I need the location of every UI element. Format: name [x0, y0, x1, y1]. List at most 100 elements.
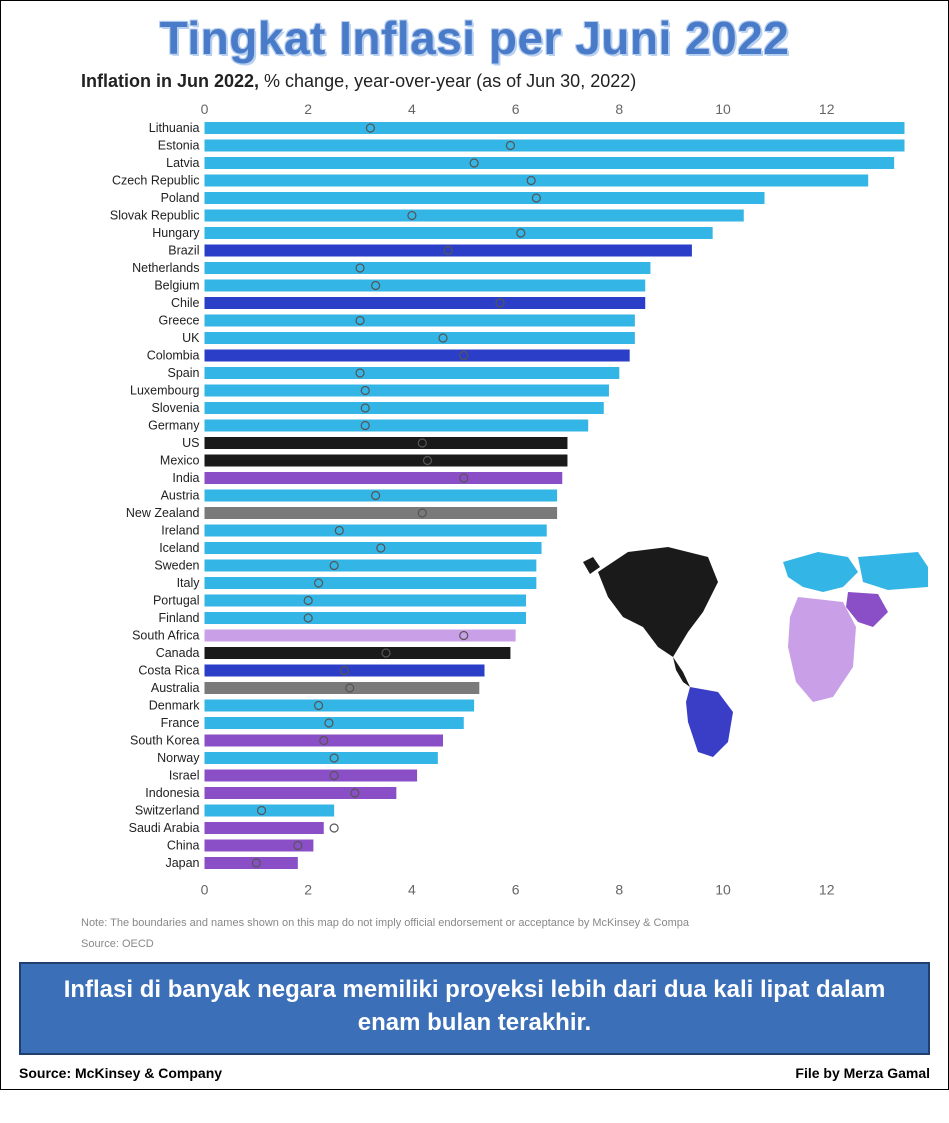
country-label: Netherlands [132, 261, 199, 275]
country-label: Saudi Arabia [129, 821, 200, 835]
bar [205, 490, 558, 502]
country-label: Costa Rica [138, 664, 199, 678]
bar [205, 682, 480, 694]
country-label: South Africa [132, 629, 199, 643]
bar [205, 577, 537, 589]
axis-tick-bottom: 8 [615, 882, 623, 898]
country-label: New Zealand [126, 506, 200, 520]
axis-tick-bottom: 2 [304, 882, 312, 898]
bar [205, 437, 568, 449]
bar [205, 647, 511, 659]
axis-tick-bottom: 12 [819, 882, 835, 898]
bar [205, 402, 604, 414]
chart-source: Source: OECD [81, 937, 918, 952]
summary-banner: Inflasi di banyak negara memiliki proyek… [19, 962, 930, 1055]
country-label: Estonia [158, 139, 200, 153]
bar [205, 140, 905, 152]
country-label: France [161, 716, 200, 730]
bar [205, 157, 895, 169]
bar [205, 350, 630, 362]
country-label: Chile [171, 296, 200, 310]
bar [205, 420, 589, 432]
country-label: Mexico [160, 454, 200, 468]
axis-tick-top: 8 [615, 101, 623, 117]
axis-tick-top: 0 [201, 101, 209, 117]
bar [205, 315, 635, 327]
bar [205, 472, 563, 484]
bar [205, 805, 335, 817]
bar [205, 122, 905, 134]
bar [205, 612, 526, 624]
bar [205, 507, 558, 519]
marker-circle [330, 824, 338, 832]
bar [205, 210, 744, 222]
country-label: Israel [169, 769, 200, 783]
country-label: Hungary [152, 226, 200, 240]
bar [205, 262, 651, 274]
axis-tick-bottom: 4 [408, 882, 416, 898]
bar [205, 367, 620, 379]
country-label: Slovenia [152, 401, 200, 415]
country-label: Switzerland [135, 804, 200, 818]
country-label: Canada [156, 646, 200, 660]
bar [205, 227, 713, 239]
bar [205, 525, 547, 537]
axis-tick-bottom: 0 [201, 882, 209, 898]
chart-area: Inflation in Jun 2022, % change, year-ov… [1, 71, 948, 952]
country-label: Lithuania [149, 121, 200, 135]
axis-tick-bottom: 6 [512, 882, 520, 898]
axis-tick-bottom: 10 [715, 882, 731, 898]
country-label: Colombia [147, 349, 200, 363]
footer-source: Source: McKinsey & Company [19, 1065, 222, 1081]
bar [205, 560, 537, 572]
bar [205, 857, 298, 869]
country-label: Austria [161, 489, 200, 503]
axis-tick-top: 10 [715, 101, 731, 117]
country-label: Australia [151, 681, 200, 695]
bar [205, 280, 646, 292]
country-label: Indonesia [145, 786, 199, 800]
country-label: Slovak Republic [110, 209, 200, 223]
bar [205, 595, 526, 607]
country-label: Denmark [149, 699, 200, 713]
footer: Source: McKinsey & Company File by Merza… [1, 1061, 948, 1089]
bar [205, 822, 324, 834]
country-label: Latvia [166, 156, 199, 170]
country-label: Greece [159, 314, 200, 328]
bar [205, 700, 475, 712]
bar [205, 385, 609, 397]
main-title: Tingkat Inflasi per Juni 2022 [1, 11, 948, 65]
country-label: Brazil [168, 244, 199, 258]
bar [205, 192, 765, 204]
country-label: Ireland [161, 524, 199, 538]
axis-tick-top: 4 [408, 101, 416, 117]
bar [205, 717, 464, 729]
bar [205, 175, 869, 187]
country-label: Belgium [154, 279, 199, 293]
country-label: Spain [168, 366, 200, 380]
bar [205, 455, 568, 467]
bar [205, 297, 646, 309]
chart-subtitle-bold: Inflation in Jun 2022, [81, 71, 259, 91]
bar [205, 770, 418, 782]
country-label: South Korea [130, 734, 200, 748]
country-label: Finland [159, 611, 200, 625]
page-root: Tingkat Inflasi per Juni 2022 Inflation … [0, 0, 949, 1090]
chart-note: Note: The boundaries and names shown on … [81, 916, 918, 931]
country-label: Italy [177, 576, 201, 590]
axis-tick-top: 6 [512, 101, 520, 117]
axis-tick-top: 2 [304, 101, 312, 117]
footer-author: File by Merza Gamal [795, 1065, 930, 1081]
country-label: Sweden [154, 559, 199, 573]
country-label: Germany [148, 419, 200, 433]
chart-subtitle-rest: % change, year-over-year (as of Jun 30, … [259, 71, 636, 91]
country-label: UK [182, 331, 200, 345]
country-label: India [172, 471, 199, 485]
bar [205, 630, 516, 642]
bar [205, 787, 397, 799]
chart-subtitle: Inflation in Jun 2022, % change, year-ov… [81, 71, 918, 92]
country-label: China [167, 839, 200, 853]
bar [205, 542, 542, 554]
bar [205, 332, 635, 344]
country-label: US [182, 436, 199, 450]
